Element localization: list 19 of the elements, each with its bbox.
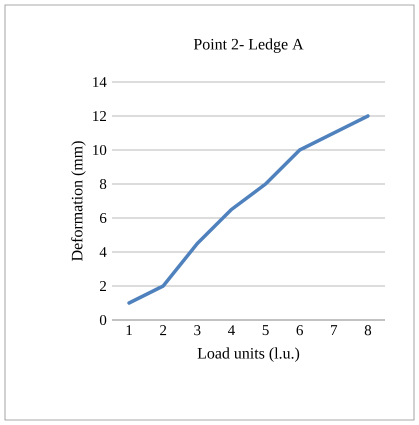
x-tick-label: 8 bbox=[364, 325, 372, 336]
x-axis-title: Load units (l.u.) bbox=[198, 347, 300, 362]
y-tick-label: 2 bbox=[100, 281, 106, 291]
y-tick-label: 10 bbox=[93, 144, 106, 156]
x-tick-label: 7 bbox=[331, 325, 338, 335]
y-tick-label: 8 bbox=[100, 178, 106, 190]
chart-title: Point 2- Ledge A bbox=[194, 38, 304, 53]
y-tick-label: 14 bbox=[93, 77, 107, 87]
x-tick-label: 1 bbox=[126, 325, 132, 336]
y-tick-label: 0 bbox=[100, 314, 106, 326]
y-tick-label: 4 bbox=[100, 247, 107, 257]
x-tick-label: 5 bbox=[262, 325, 269, 336]
y-tick-label: 12 bbox=[93, 111, 106, 121]
x-tick-label: 6 bbox=[296, 325, 303, 336]
x-tick-label: 2 bbox=[160, 325, 166, 336]
y-tick-label: 6 bbox=[100, 212, 106, 224]
x-tick-label: 4 bbox=[228, 325, 235, 336]
x-tick-label: 3 bbox=[194, 325, 200, 336]
y-axis-title: Deformation (mm) bbox=[71, 141, 86, 261]
